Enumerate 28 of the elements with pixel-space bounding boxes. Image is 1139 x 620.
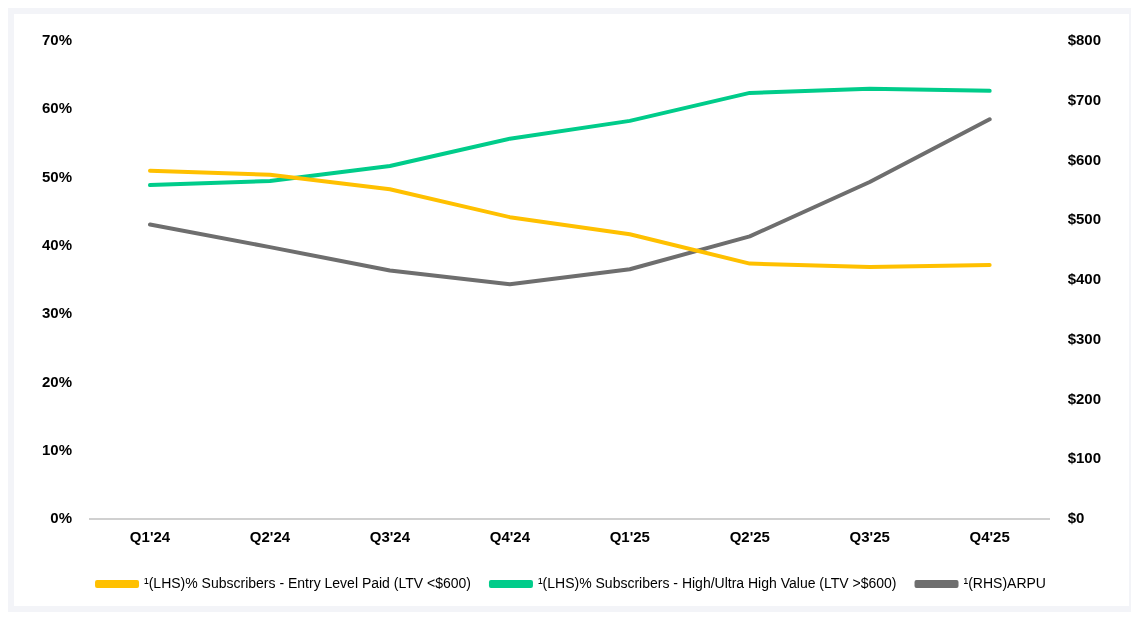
- x-tick-label: Q2'24: [249, 528, 291, 546]
- x-tick-label: Q3'24: [369, 528, 411, 546]
- y2-tick-label: $200: [1067, 389, 1102, 407]
- y-tick-label: 30%: [41, 304, 73, 322]
- y-tick-label: 10%: [41, 440, 73, 458]
- y-tick-label: 50%: [41, 167, 73, 185]
- y2-tick-label: $700: [1067, 90, 1102, 108]
- y2-tick-label: $400: [1067, 270, 1102, 288]
- y2-tick-label: $600: [1067, 150, 1102, 168]
- x-tick-label: Q4'25: [969, 528, 1010, 546]
- y2-tick-label: $100: [1067, 449, 1102, 467]
- y-tick-label: 40%: [41, 236, 73, 253]
- x-tick-label: Q2'25: [729, 528, 770, 546]
- y2-tick-label: $300: [1067, 329, 1102, 347]
- x-tick-label: Q1'24: [129, 528, 171, 546]
- x-tick-label: Q1'25: [609, 528, 650, 546]
- y-tick-label: 0%: [50, 509, 73, 527]
- legend-label: ¹(LHS)% Subscribers - High/Ultra High Value (LTV >$600): [537, 574, 897, 591]
- y-tick-label: 60%: [41, 99, 73, 117]
- y-tick-label: 70%: [41, 31, 73, 49]
- legend-label: ¹(RHS)ARPU: [963, 574, 1046, 591]
- x-tick-label: Q3'25: [849, 528, 890, 546]
- legend-label: ¹(LHS)% Subscribers - Entry Level Paid (LTV <$600): [144, 574, 471, 591]
- y2-tick-label: $800: [1067, 31, 1102, 49]
- x-tick-label: Q4'24: [489, 528, 531, 546]
- y2-tick-label: $0: [1067, 509, 1085, 527]
- y2-tick-label: $500: [1067, 210, 1102, 228]
- y-tick-label: 20%: [41, 372, 73, 390]
